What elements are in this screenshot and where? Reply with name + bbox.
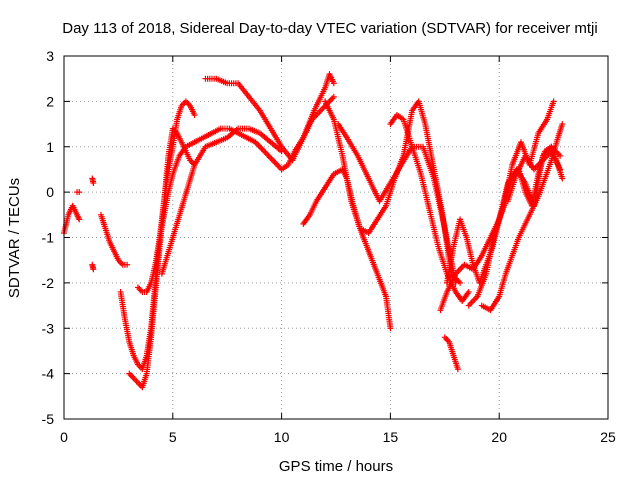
y-tick-label: -1 (42, 230, 55, 246)
x-tick-label: 10 (274, 429, 290, 445)
series-trace-7 (126, 125, 198, 391)
y-tick-label: 0 (46, 184, 54, 200)
y-tick-label: -4 (42, 366, 55, 382)
series-trace-3 (89, 175, 97, 187)
data-point (557, 152, 564, 159)
data-point (559, 175, 566, 182)
x-tick-label: 15 (383, 429, 399, 445)
series-trace-5 (97, 211, 131, 268)
x-tick-label: 0 (60, 429, 68, 445)
series-trace-2 (74, 189, 83, 196)
grid-lines (64, 56, 608, 419)
y-tick-label: -5 (42, 411, 55, 427)
y-tick-label: 3 (46, 48, 54, 64)
series-trace-20 (504, 148, 564, 205)
axis-ticks: 0 5 10 15 20 25 -5 -4 -3 -2 -1 0 1 2 3 (42, 48, 616, 445)
data-point (559, 121, 566, 128)
data-point (90, 180, 97, 187)
y-tick-label: 1 (46, 139, 54, 155)
data-point (465, 288, 472, 295)
series-trace-14 (387, 111, 472, 305)
y-axis-label: SDTVAR / TECUs (6, 178, 23, 298)
x-tick-label: 5 (169, 429, 177, 445)
data-point (124, 261, 131, 268)
data-point (330, 93, 337, 100)
data-point (330, 80, 337, 87)
series-trace-1 (61, 202, 83, 236)
data-point (454, 366, 461, 373)
series-trace-18 (465, 98, 557, 309)
x-tick-label: 25 (600, 429, 616, 445)
plot-frame (63, 55, 609, 420)
data-point (76, 216, 83, 223)
data-point (90, 266, 97, 273)
data-point (557, 166, 564, 173)
data-point (550, 98, 557, 105)
y-tick-label: -3 (42, 320, 55, 336)
x-tick-label: 20 (491, 429, 507, 445)
series-trace-4 (89, 261, 97, 273)
y-tick-label: -2 (42, 275, 55, 291)
data-point (76, 189, 83, 196)
data-markers (61, 71, 566, 391)
y-tick-label: 2 (46, 93, 54, 109)
data-point (387, 325, 394, 332)
data-point (191, 111, 198, 118)
chart-title: Day 113 of 2018, Sidereal Day-to-day VTE… (62, 20, 597, 37)
series-trace-10 (202, 71, 337, 164)
x-axis-label: GPS time / hours (279, 458, 393, 475)
series-trace-9 (158, 125, 285, 277)
series-trace-15 (441, 334, 461, 373)
